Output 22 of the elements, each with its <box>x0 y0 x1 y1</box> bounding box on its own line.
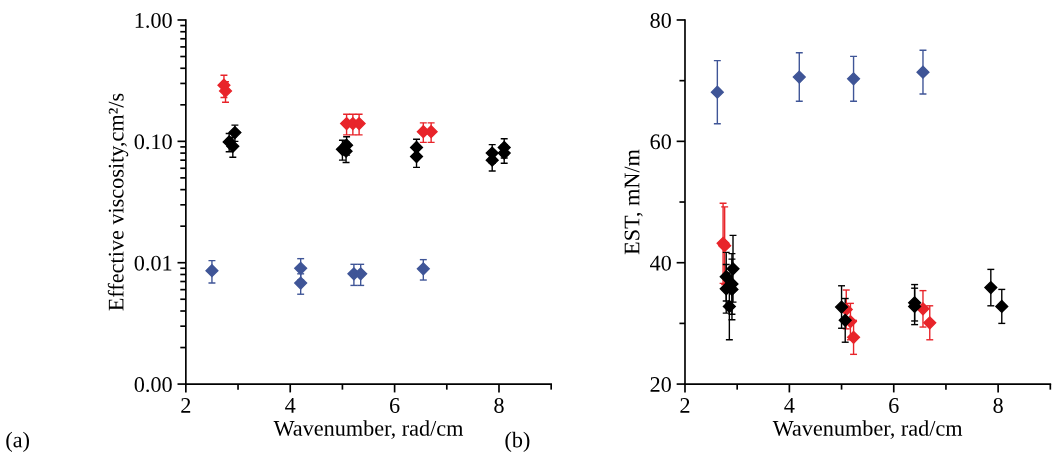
x-axis-title: Wavenumber, rad/cm <box>772 420 963 440</box>
y-axis-title: EST, mN/m <box>624 149 643 255</box>
x-tick-label: 4 <box>285 398 296 413</box>
text: (a) <box>6 431 29 452</box>
x-tick-label: 2 <box>680 397 690 413</box>
x-tick-label: 6 <box>889 397 899 413</box>
y-tick-label: 0.01 <box>134 255 172 271</box>
x-axis-title: Wavenumber, rad/cm <box>273 420 464 440</box>
text: (b) <box>505 431 530 452</box>
x-tick-label: 8 <box>993 397 1003 413</box>
y-tick-label: 80 <box>650 12 671 28</box>
y-tick-label: 0.10 <box>134 134 172 150</box>
x-tick-label: 6 <box>390 397 400 413</box>
y-tick-label: 40 <box>650 255 671 271</box>
y-tick-label: 60 <box>650 134 671 150</box>
x-tick-label: 8 <box>494 397 504 413</box>
x-tick-label: 2 <box>181 397 191 413</box>
y-tick-label: 0.00 <box>134 377 172 393</box>
y-axis-title: Effective viscosity,cm²/s <box>107 93 129 311</box>
y-tick-label: 20 <box>650 377 671 393</box>
x-tick-label: 4 <box>784 398 795 413</box>
y-tick-label: 1.00 <box>135 12 172 28</box>
